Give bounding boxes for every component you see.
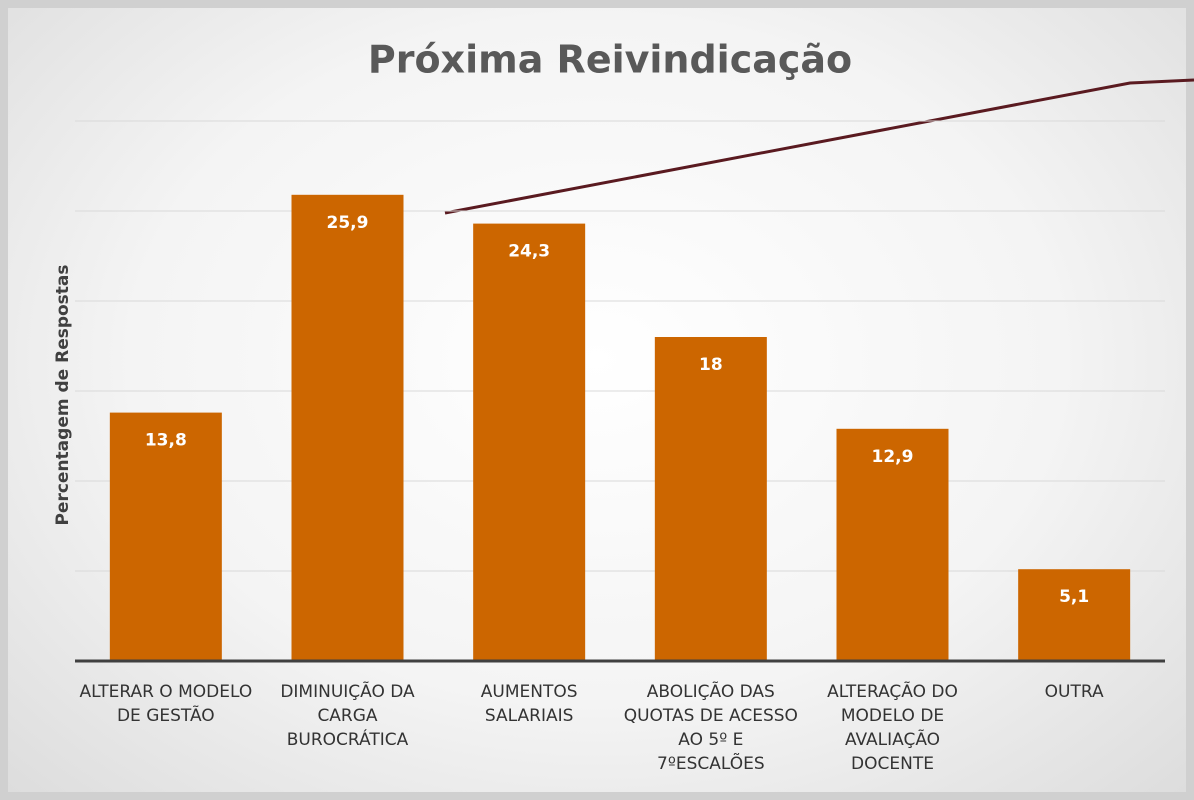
bar — [291, 194, 404, 662]
value-label: 12,9 — [872, 447, 914, 467]
value-label: 13,8 — [145, 431, 187, 451]
value-label: 24,3 — [508, 242, 550, 262]
value-label: 18 — [699, 355, 723, 375]
x-tick-label: OUTRA — [1044, 682, 1104, 702]
y-axis-label: Percentagem de Respostas — [53, 264, 73, 525]
value-label: 5,1 — [1059, 587, 1089, 607]
bar — [473, 223, 586, 661]
bar — [1018, 569, 1131, 661]
value-label: 25,9 — [327, 213, 369, 233]
bar — [836, 428, 949, 661]
x-tick-label: ALTERAR O MODELO DE GESTÃO — [79, 682, 253, 726]
chart-title: Próxima Reivindicação — [368, 38, 852, 82]
x-tick-label: ALTERAÇÃO DO MODELO DE AVALIAÇÃO DOCENTE — [827, 682, 958, 774]
bar — [109, 412, 222, 661]
bar — [654, 337, 767, 661]
decor-line — [444, 78, 1194, 215]
x-tick-label: ABOLIÇÃO DAS QUOTAS DE ACESSO AO 5º E 7º… — [623, 682, 798, 774]
x-tick-label: DIMINUIÇÃO DA CARGA BUROCRÁTICA — [280, 682, 415, 750]
x-tick-label: AUMENTOS SALARIAIS — [480, 682, 578, 726]
